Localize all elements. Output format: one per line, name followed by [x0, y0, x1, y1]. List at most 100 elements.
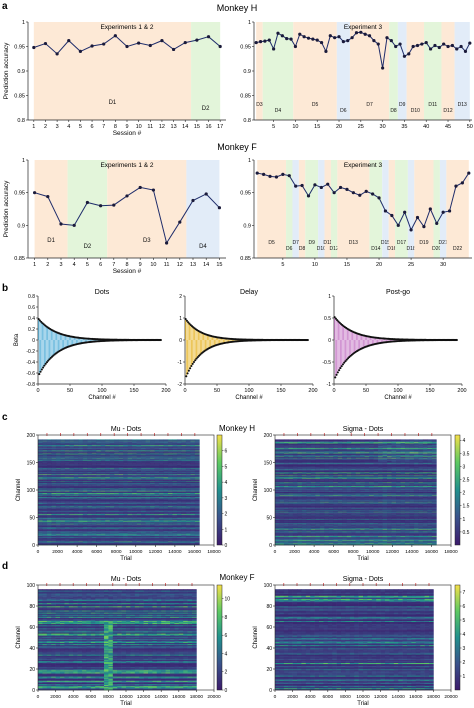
- heatmap-cell: [159, 534, 164, 535]
- heatmap-cell: [163, 535, 169, 536]
- heatmap-cell: [105, 533, 111, 535]
- heatmap-cell: [109, 532, 115, 534]
- x-tick-label: 10: [292, 124, 298, 130]
- heatmap-cell: [105, 530, 111, 532]
- data-point: [67, 39, 71, 43]
- heatmap-cell: [51, 529, 57, 530]
- heatmap-cell: [190, 537, 196, 539]
- region-d10: [318, 160, 325, 258]
- heatmap-cell: [42, 540, 48, 541]
- data-point: [385, 36, 389, 40]
- heatmap-cell: [69, 531, 75, 533]
- heatmap-cell: [82, 532, 88, 534]
- heatmap-cell: [132, 534, 137, 536]
- data-point: [326, 182, 330, 186]
- heatmap-cell: [132, 530, 137, 532]
- heatmap-cell: [96, 535, 102, 536]
- heatmap-cell: [82, 541, 88, 543]
- heatmap-cell: [194, 541, 200, 543]
- data-point: [377, 196, 381, 200]
- heatmap-cell: [109, 538, 115, 540]
- data-point: [33, 191, 37, 195]
- heatmap-cell: [185, 543, 191, 545]
- heatmap-cell: [87, 531, 93, 533]
- heatmap-cell: [100, 540, 106, 541]
- data-point: [302, 35, 306, 39]
- heatmap-cell: [176, 534, 182, 536]
- heatmap-cell: [38, 528, 43, 530]
- beta-point: [190, 364, 193, 368]
- heatmap-cell: [38, 542, 43, 544]
- heatmap-cell: [55, 536, 61, 538]
- heatmap-cell: [163, 529, 169, 530]
- heatmap-cell: [190, 535, 196, 537]
- y-axis-label: Prediction accuracy: [3, 42, 10, 99]
- x-tick-label: 100: [97, 388, 106, 394]
- heatmap-cell: [91, 543, 97, 545]
- y-tick-label: 0.9: [243, 69, 251, 75]
- data-point: [138, 185, 142, 190]
- heatmap-cell: [194, 536, 200, 538]
- heatmap-cell: [105, 543, 111, 545]
- data-point: [55, 52, 59, 56]
- heatmap-cell: [38, 534, 43, 536]
- heatmap-cell: [150, 542, 155, 544]
- heatmap-cell: [159, 538, 164, 540]
- heatmap-cell: [145, 535, 151, 536]
- data-point: [345, 187, 349, 191]
- heatmap-cell: [185, 529, 191, 531]
- region-label-d6: D6: [340, 108, 347, 114]
- heatmap-cell: [82, 531, 88, 533]
- heatmap-cell: [127, 536, 133, 538]
- x-tick-label: 25: [408, 262, 414, 268]
- region-d18: [407, 160, 415, 258]
- heatmap-cell: [96, 538, 102, 540]
- heatmap-cell: [82, 532, 88, 534]
- y-tick-label: 0.4: [28, 316, 35, 322]
- heatmap-cell: [150, 542, 155, 544]
- heatmap-cell: [87, 537, 93, 539]
- heatmap-cell: [181, 532, 187, 534]
- heatmap-cell: [185, 538, 191, 540]
- heatmap-cell: [154, 531, 160, 533]
- heatmap-cell: [163, 531, 169, 533]
- x-tick-label: 1: [33, 262, 36, 268]
- heatmap-cell: [172, 543, 178, 545]
- heatmap-cell: [38, 543, 43, 545]
- heatmap-cell: [64, 543, 70, 545]
- heatmap-cell: [46, 529, 52, 530]
- heatmap-cell: [42, 529, 48, 531]
- heatmap-cell: [181, 542, 187, 544]
- data-point: [281, 172, 285, 176]
- heatmap-cell: [82, 530, 88, 532]
- heatmap-cell: [118, 542, 124, 544]
- beta-point: [196, 356, 199, 359]
- heatmap-cell: [145, 534, 151, 535]
- heatmap-cell: [69, 543, 75, 545]
- heatmap-cell: [55, 535, 61, 536]
- heatmap-cell: [167, 531, 173, 533]
- heatmap-cell: [51, 529, 57, 531]
- heatmap-cell: [185, 531, 191, 533]
- heatmap-cell: [55, 530, 61, 532]
- heatmap-cell: [163, 529, 169, 531]
- heatmap-cell: [159, 532, 164, 534]
- heatmap-cell: [60, 541, 66, 542]
- heatmap-cell: [69, 543, 75, 545]
- heatmap-cell: [154, 538, 160, 540]
- beta-point: [44, 362, 47, 365]
- heatmap-cell: [145, 538, 151, 540]
- region-label-d3: D3: [256, 102, 263, 108]
- heatmap-cell: [105, 535, 111, 537]
- heatmap-cell: [127, 530, 133, 532]
- heatmap-cell: [190, 533, 196, 535]
- heatmap-cell: [190, 529, 196, 530]
- data-point: [191, 198, 195, 203]
- x-tick-label: 15: [314, 124, 320, 130]
- heatmap-cell: [69, 532, 75, 534]
- heatmap-cell: [87, 535, 93, 536]
- heatmap-cell: [132, 537, 137, 539]
- heatmap-cell: [69, 537, 75, 539]
- heatmap-cell: [96, 532, 102, 534]
- heatmap-cell: [154, 537, 160, 539]
